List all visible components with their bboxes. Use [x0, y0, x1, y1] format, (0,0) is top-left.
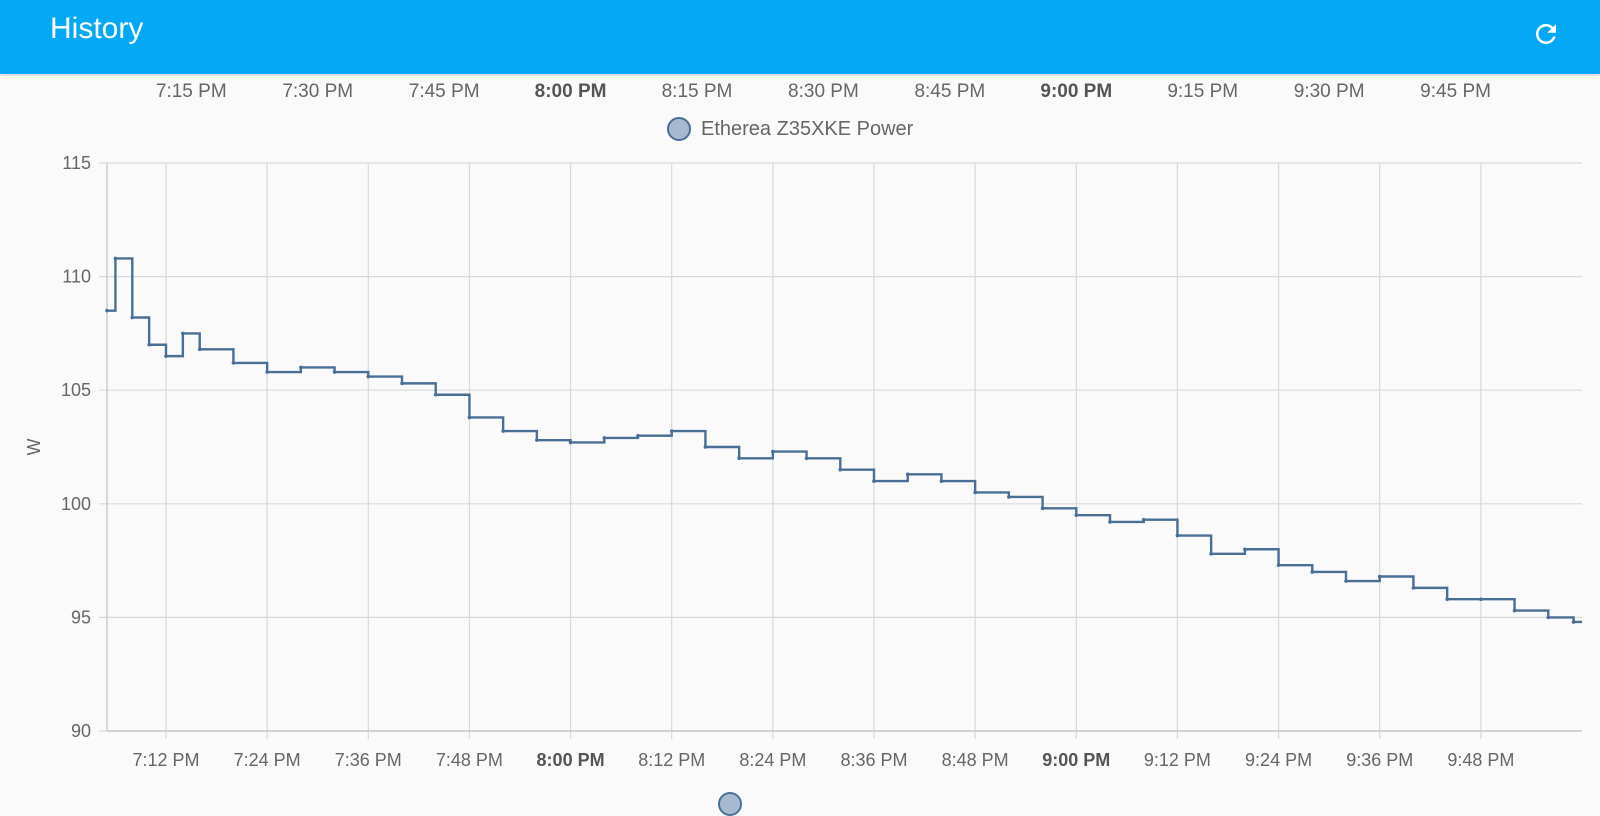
data-point	[1571, 620, 1576, 624]
data-point	[1310, 570, 1315, 574]
x-tick-label: 9:48 PM	[1447, 750, 1514, 770]
y-tick-label: 105	[61, 380, 91, 400]
series-line	[107, 257, 1582, 624]
timeline-tick-label: 9:30 PM	[1293, 81, 1365, 102]
data-point	[400, 381, 404, 386]
refresh-icon	[1535, 23, 1556, 44]
x-tick-label: 9:12 PM	[1144, 750, 1211, 770]
timeline-axis: 7:15 PM 7:30 PM 7:45 PM 8:00 PM 8:15 PM 8:30 …	[0, 74, 1600, 104]
x-tick-label: 7:36 PM	[335, 750, 402, 770]
page-title: History	[50, 12, 144, 45]
data-point	[1479, 597, 1483, 602]
app-header: History	[0, 0, 1600, 74]
timeline-tick-label: 8:30 PM	[788, 81, 859, 102]
data-point	[1243, 547, 1247, 552]
data-point	[181, 331, 185, 336]
data-point	[265, 370, 269, 374]
data-point	[299, 365, 303, 370]
data-point	[737, 456, 741, 461]
y-axis-label: W	[24, 439, 44, 456]
data-point	[1377, 574, 1382, 579]
data-point	[838, 467, 843, 472]
data-point	[1546, 615, 1551, 620]
data-point	[1512, 608, 1517, 613]
data-point	[164, 354, 168, 358]
data-point	[973, 490, 977, 495]
x-tick-label: 7:24 PM	[234, 750, 301, 770]
data-point	[1445, 597, 1449, 602]
data-point	[1209, 551, 1213, 556]
chart-legend[interactable]: Etherea Z35XKE Power	[667, 114, 913, 144]
y-tick-label: 110	[62, 267, 91, 287]
data-point	[636, 433, 640, 438]
timeline-tick-label: 9:45 PM	[1420, 81, 1491, 102]
legend-dot-cutoff	[718, 792, 742, 816]
data-point	[1276, 563, 1281, 567]
timeline-tick-label: 8:00 PM	[534, 81, 607, 102]
data-point	[433, 392, 438, 397]
data-point	[771, 449, 775, 454]
data-point	[535, 438, 539, 442]
timeline-tick-label: 9:00 PM	[1040, 81, 1113, 102]
timeline-tick-label: 8:15 PM	[661, 81, 733, 102]
y-tick-label: 100	[61, 494, 91, 514]
power-chart: 90 95 100 105 110 115 7:12 PM 7:24 PM 7:36 PM 7:4…	[24, 153, 1582, 770]
x-tick-label: 7:12 PM	[132, 750, 199, 770]
x-tick-label: 9:24 PM	[1245, 750, 1312, 770]
data-point	[568, 440, 573, 445]
timeline-tick-label: 9:15 PM	[1167, 81, 1239, 102]
data-point	[602, 436, 607, 440]
legend-label: Etherea Z35XKE Power	[701, 117, 914, 140]
x-tick-label: 8:12 PM	[638, 750, 705, 770]
timeline-tick-label: 7:45 PM	[408, 81, 480, 102]
data-point	[1141, 517, 1146, 522]
data-point	[332, 370, 337, 374]
timeline-tick-label: 8:45 PM	[914, 81, 986, 102]
data-point	[1007, 495, 1011, 499]
data-point	[366, 374, 371, 379]
data-point	[804, 456, 809, 461]
data-point	[905, 472, 910, 477]
timeline-tick-label: 7:30 PM	[282, 81, 354, 102]
data-point	[1175, 533, 1180, 538]
data-point	[467, 415, 472, 420]
data-point	[147, 342, 151, 347]
x-tick-label: 7:48 PM	[436, 750, 503, 770]
legend-swatch	[667, 117, 691, 141]
data-point	[197, 347, 202, 352]
x-tick-label: 8:48 PM	[942, 750, 1009, 770]
data-point	[1040, 506, 1045, 511]
data-point	[130, 315, 135, 320]
data-point	[1344, 579, 1348, 583]
y-tick-label: 90	[71, 721, 91, 741]
data-point	[105, 308, 109, 313]
data-point	[872, 479, 876, 483]
data-point	[501, 429, 505, 433]
refresh-button[interactable]	[1522, 10, 1570, 58]
data-point	[1074, 513, 1079, 517]
data-point	[703, 445, 708, 449]
x-tick-label: 8:00 PM	[537, 750, 605, 770]
data-point	[669, 429, 674, 433]
x-tick-label: 8:24 PM	[739, 750, 806, 770]
data-point	[231, 361, 236, 365]
y-tick-label: 95	[71, 607, 91, 627]
x-tick-label: 9:00 PM	[1042, 750, 1110, 770]
data-point	[939, 479, 944, 483]
y-tick-label: 115	[62, 153, 91, 173]
x-tick-label: 8:36 PM	[840, 750, 907, 770]
data-point	[1411, 586, 1416, 590]
data-point	[1108, 520, 1112, 524]
x-tick-label: 9:36 PM	[1346, 750, 1413, 770]
timeline-tick-label: 7:15 PM	[155, 81, 227, 102]
data-point	[113, 256, 118, 261]
